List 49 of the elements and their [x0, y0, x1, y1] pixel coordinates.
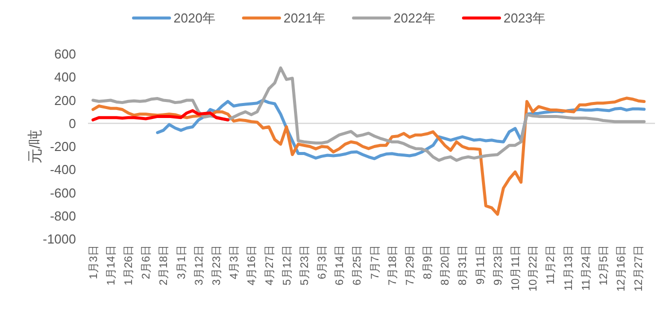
- x-tick-label: 3月12日: [193, 245, 206, 286]
- x-tick-label: 7月18日: [386, 245, 399, 286]
- y-tick-label: -200: [50, 139, 76, 154]
- x-tick-label: 6月3日: [316, 245, 329, 280]
- x-tick-label: 10月11日: [510, 245, 522, 291]
- x-tick-label: 12月16日: [616, 245, 628, 292]
- legend-label: 2021年: [284, 10, 326, 26]
- line-series: [92, 66, 646, 162]
- x-tick-label: 12月27日: [633, 245, 646, 292]
- x-tick-label: 2月6日: [140, 245, 153, 280]
- y-axis-title: 元/吨: [27, 129, 44, 164]
- x-tick-label: 11月13日: [562, 245, 575, 291]
- x-tick-label: 6月14日: [334, 245, 346, 286]
- x-tick-label: 8月31日: [457, 245, 470, 286]
- x-tick-label: 3月23日: [210, 245, 223, 286]
- x-tick-label: 2月18日: [158, 245, 170, 286]
- legend-label: 2022年: [394, 10, 436, 26]
- line-series: [92, 109, 230, 122]
- x-tick-label: 4月16日: [246, 245, 258, 286]
- y-tick-label: -600: [50, 185, 76, 200]
- y-tick-label: 400: [54, 70, 76, 85]
- y-tick-label: -1000: [42, 232, 76, 247]
- x-tick-label: 9月11日: [474, 245, 487, 285]
- y-tick-label: -400: [50, 162, 76, 178]
- line-series: [92, 96, 646, 216]
- x-tick-label: 11月24日: [580, 245, 592, 291]
- x-tick-label: 1月14日: [105, 245, 118, 286]
- x-tick-label: 7月29日: [404, 245, 416, 286]
- legend-label: 2020年: [174, 10, 216, 26]
- x-tick-label: 8月9日: [422, 245, 434, 280]
- x-tick-label: 4月27日: [264, 245, 276, 286]
- x-tick-label: 7月7日: [369, 245, 382, 280]
- y-tick-label: 200: [54, 92, 76, 108]
- x-tick-label: 8月20日: [440, 245, 452, 286]
- x-tick-label: 11月2日: [545, 245, 558, 285]
- x-tick-label: 3月1日: [176, 245, 188, 280]
- x-tick-label: 6月25日: [352, 245, 364, 286]
- y-tick-label: 0: [68, 116, 76, 131]
- x-tick-label: 9月23日: [492, 245, 504, 286]
- x-tick-label: 5月23日: [298, 245, 311, 286]
- x-tick-label: 1月3日: [88, 245, 100, 280]
- y-tick-label: -800: [50, 208, 76, 224]
- legend-label: 2023年: [504, 10, 546, 26]
- x-tick-label: 1月26日: [123, 245, 136, 286]
- x-tick-label: 12月5日: [598, 245, 610, 286]
- x-tick-label: 10月22日: [528, 245, 540, 292]
- x-tick-label: 5月12日: [281, 245, 294, 286]
- y-tick-label: 600: [54, 46, 76, 62]
- x-tick-label: 4月3日: [228, 245, 241, 280]
